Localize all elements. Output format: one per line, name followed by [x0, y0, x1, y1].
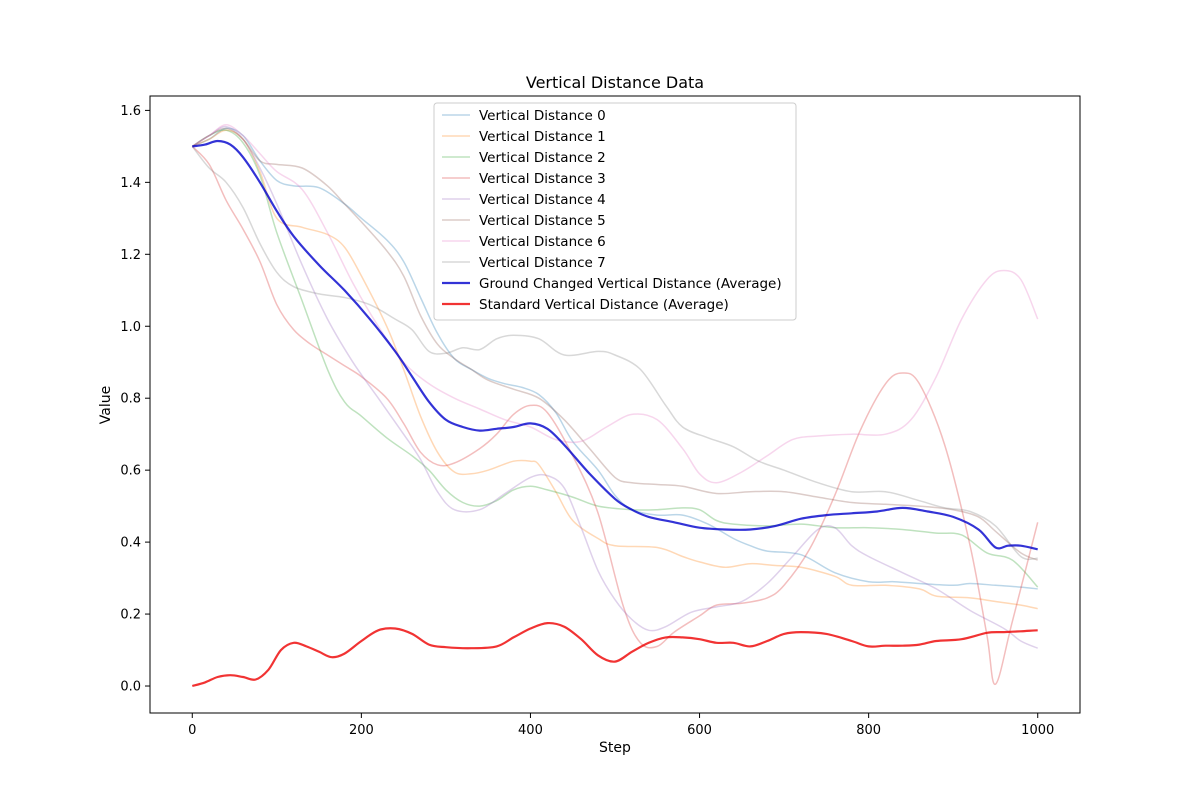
x-tick-label: 800 [856, 723, 881, 738]
series-line-8 [192, 139, 1038, 551]
legend-label-2: Vertical Distance 2 [479, 150, 606, 166]
y-tick-label: 1.4 [120, 176, 141, 191]
series-line-0 [192, 127, 1038, 590]
series-line-5 [191, 127, 1038, 561]
y-tick-label: 1.2 [120, 248, 141, 263]
legend-label-7: Vertical Distance 7 [479, 255, 606, 271]
y-tick-label: 0.8 [120, 392, 141, 407]
legend-label-3: Vertical Distance 3 [479, 171, 606, 187]
plot-frame [149, 95, 1081, 714]
legend-label-8: Ground Changed Vertical Distance (Averag… [479, 276, 782, 292]
x-tick-label: 1000 [1021, 723, 1054, 738]
plot-area [149, 95, 1081, 714]
x-tick-label: 0 [188, 723, 196, 738]
legend-label-6: Vertical Distance 6 [479, 234, 606, 250]
legend-box [433, 102, 797, 321]
series-line-4 [191, 125, 1038, 649]
y-tick-label: 0.0 [120, 680, 141, 695]
series-line-2 [191, 129, 1039, 588]
legend: Vertical Distance 0 Vertical Distance 1 Ve… [433, 102, 797, 321]
legend-label-4: Vertical Distance 4 [479, 192, 606, 208]
y-tick-label: 0.6 [120, 464, 141, 479]
legend-label-5: Vertical Distance 5 [479, 213, 606, 229]
series-line-1 [192, 129, 1038, 610]
y-tick-label: 0.2 [120, 608, 141, 623]
series-line-3 [191, 145, 1039, 685]
legend-label-9: Standard Vertical Distance (Average) [479, 297, 729, 313]
x-tick-label: 600 [687, 723, 712, 738]
x-tick-label: 200 [349, 723, 374, 738]
series-layer [191, 124, 1039, 688]
x-axis: 0 200 400 600 800 1000 [188, 713, 1054, 738]
series-line-6 [191, 124, 1039, 484]
y-tick-label: 1.6 [120, 104, 141, 119]
legend-label-0: Vertical Distance 0 [479, 108, 606, 124]
x-axis-label: Step [599, 740, 631, 756]
y-axis-label: Value [98, 386, 114, 424]
x-tick-label: 400 [518, 723, 543, 738]
y-tick-label: 1.0 [120, 320, 141, 335]
y-tick-label: 0.4 [120, 536, 141, 551]
series-line-9 [191, 621, 1038, 688]
y-axis: 0.0 0.2 0.4 0.6 0.8 1.0 1.2 1.4 1.6 [120, 104, 150, 695]
legend-label-1: Vertical Distance 1 [479, 129, 606, 145]
chart-title: Vertical Distance Data [526, 73, 704, 92]
series-line-7 [191, 145, 1038, 561]
